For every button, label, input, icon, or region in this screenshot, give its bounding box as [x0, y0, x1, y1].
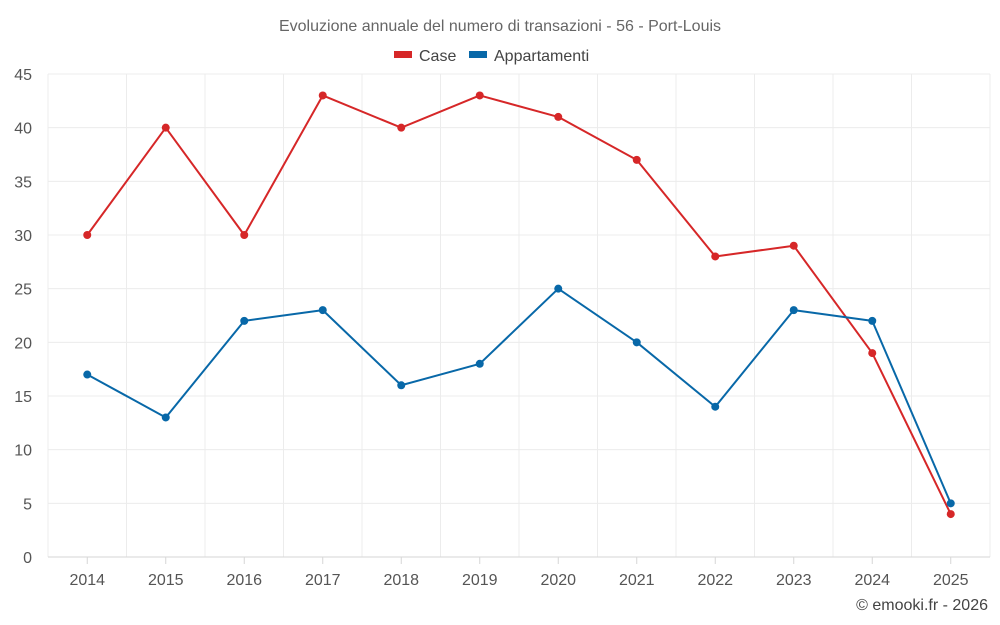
data-point-case[interactable] [946, 510, 955, 519]
x-tick-label: 2021 [619, 572, 655, 589]
credit-text: © emooki.fr - 2026 [856, 597, 988, 614]
data-point-appartamenti[interactable] [632, 338, 641, 347]
data-point-case[interactable] [475, 91, 484, 100]
x-tick-label: 2022 [697, 572, 733, 589]
x-tick-label: 2024 [854, 572, 890, 589]
data-point-appartamenti[interactable] [554, 284, 563, 293]
y-tick-label: 45 [14, 67, 32, 84]
legend-item-case[interactable]: Case [394, 48, 456, 65]
y-tick-label: 0 [23, 550, 32, 567]
data-point-appartamenti[interactable] [475, 359, 484, 368]
data-point-case[interactable] [711, 252, 720, 261]
series [83, 91, 955, 519]
data-point-case[interactable] [789, 241, 798, 250]
legend-item-appartamenti[interactable]: Appartamenti [469, 48, 589, 65]
legend-label-case: Case [419, 48, 456, 65]
y-tick-label: 10 [14, 443, 32, 460]
x-tick-label: 2015 [148, 572, 184, 589]
data-point-case[interactable] [318, 91, 327, 100]
data-point-appartamenti[interactable] [711, 402, 720, 411]
y-tick-label: 15 [14, 389, 32, 406]
chart-title: Evoluzione annuale del numero di transaz… [279, 18, 721, 35]
data-point-case[interactable] [240, 231, 249, 239]
x-tick-label: 2025 [933, 572, 969, 589]
x-tick-label: 2017 [305, 572, 341, 589]
data-point-appartamenti[interactable] [318, 306, 327, 315]
data-point-case[interactable] [868, 349, 877, 358]
y-tick-label: 30 [14, 228, 32, 245]
x-tick-label: 2016 [226, 572, 262, 589]
data-point-appartamenti[interactable] [868, 316, 877, 325]
legend-swatch-case [394, 51, 412, 58]
data-point-appartamenti[interactable] [397, 381, 406, 390]
y-tick-label: 5 [23, 496, 32, 513]
data-point-appartamenti[interactable] [161, 413, 170, 422]
y-tick-label: 25 [14, 282, 32, 299]
y-tick-label: 35 [14, 174, 32, 191]
x-tick-label: 2019 [462, 572, 498, 589]
data-point-case[interactable] [554, 112, 563, 121]
series-line-case [86, 94, 952, 515]
grid [47, 73, 991, 557]
x-tick-label: 2020 [540, 572, 576, 589]
series-line-appartamenti [86, 287, 952, 504]
legend-swatch-appartamenti [469, 51, 487, 58]
y-tick-label: 40 [14, 121, 32, 138]
data-point-case[interactable] [161, 123, 170, 132]
x-tick-label: 2023 [776, 572, 812, 589]
data-point-case[interactable] [397, 123, 406, 132]
legend: Case Appartamenti [394, 48, 589, 65]
data-point-appartamenti[interactable] [83, 370, 92, 379]
y-tick-label: 20 [14, 335, 32, 352]
data-point-appartamenti[interactable] [946, 499, 955, 508]
data-point-appartamenti[interactable] [240, 316, 249, 325]
legend-label-appartamenti: Appartamenti [494, 48, 589, 65]
x-tick-label: 2018 [383, 572, 419, 589]
data-point-appartamenti[interactable] [789, 306, 798, 315]
data-point-case[interactable] [632, 155, 641, 164]
data-point-case[interactable] [83, 231, 92, 239]
x-tick-label: 2014 [69, 572, 105, 589]
